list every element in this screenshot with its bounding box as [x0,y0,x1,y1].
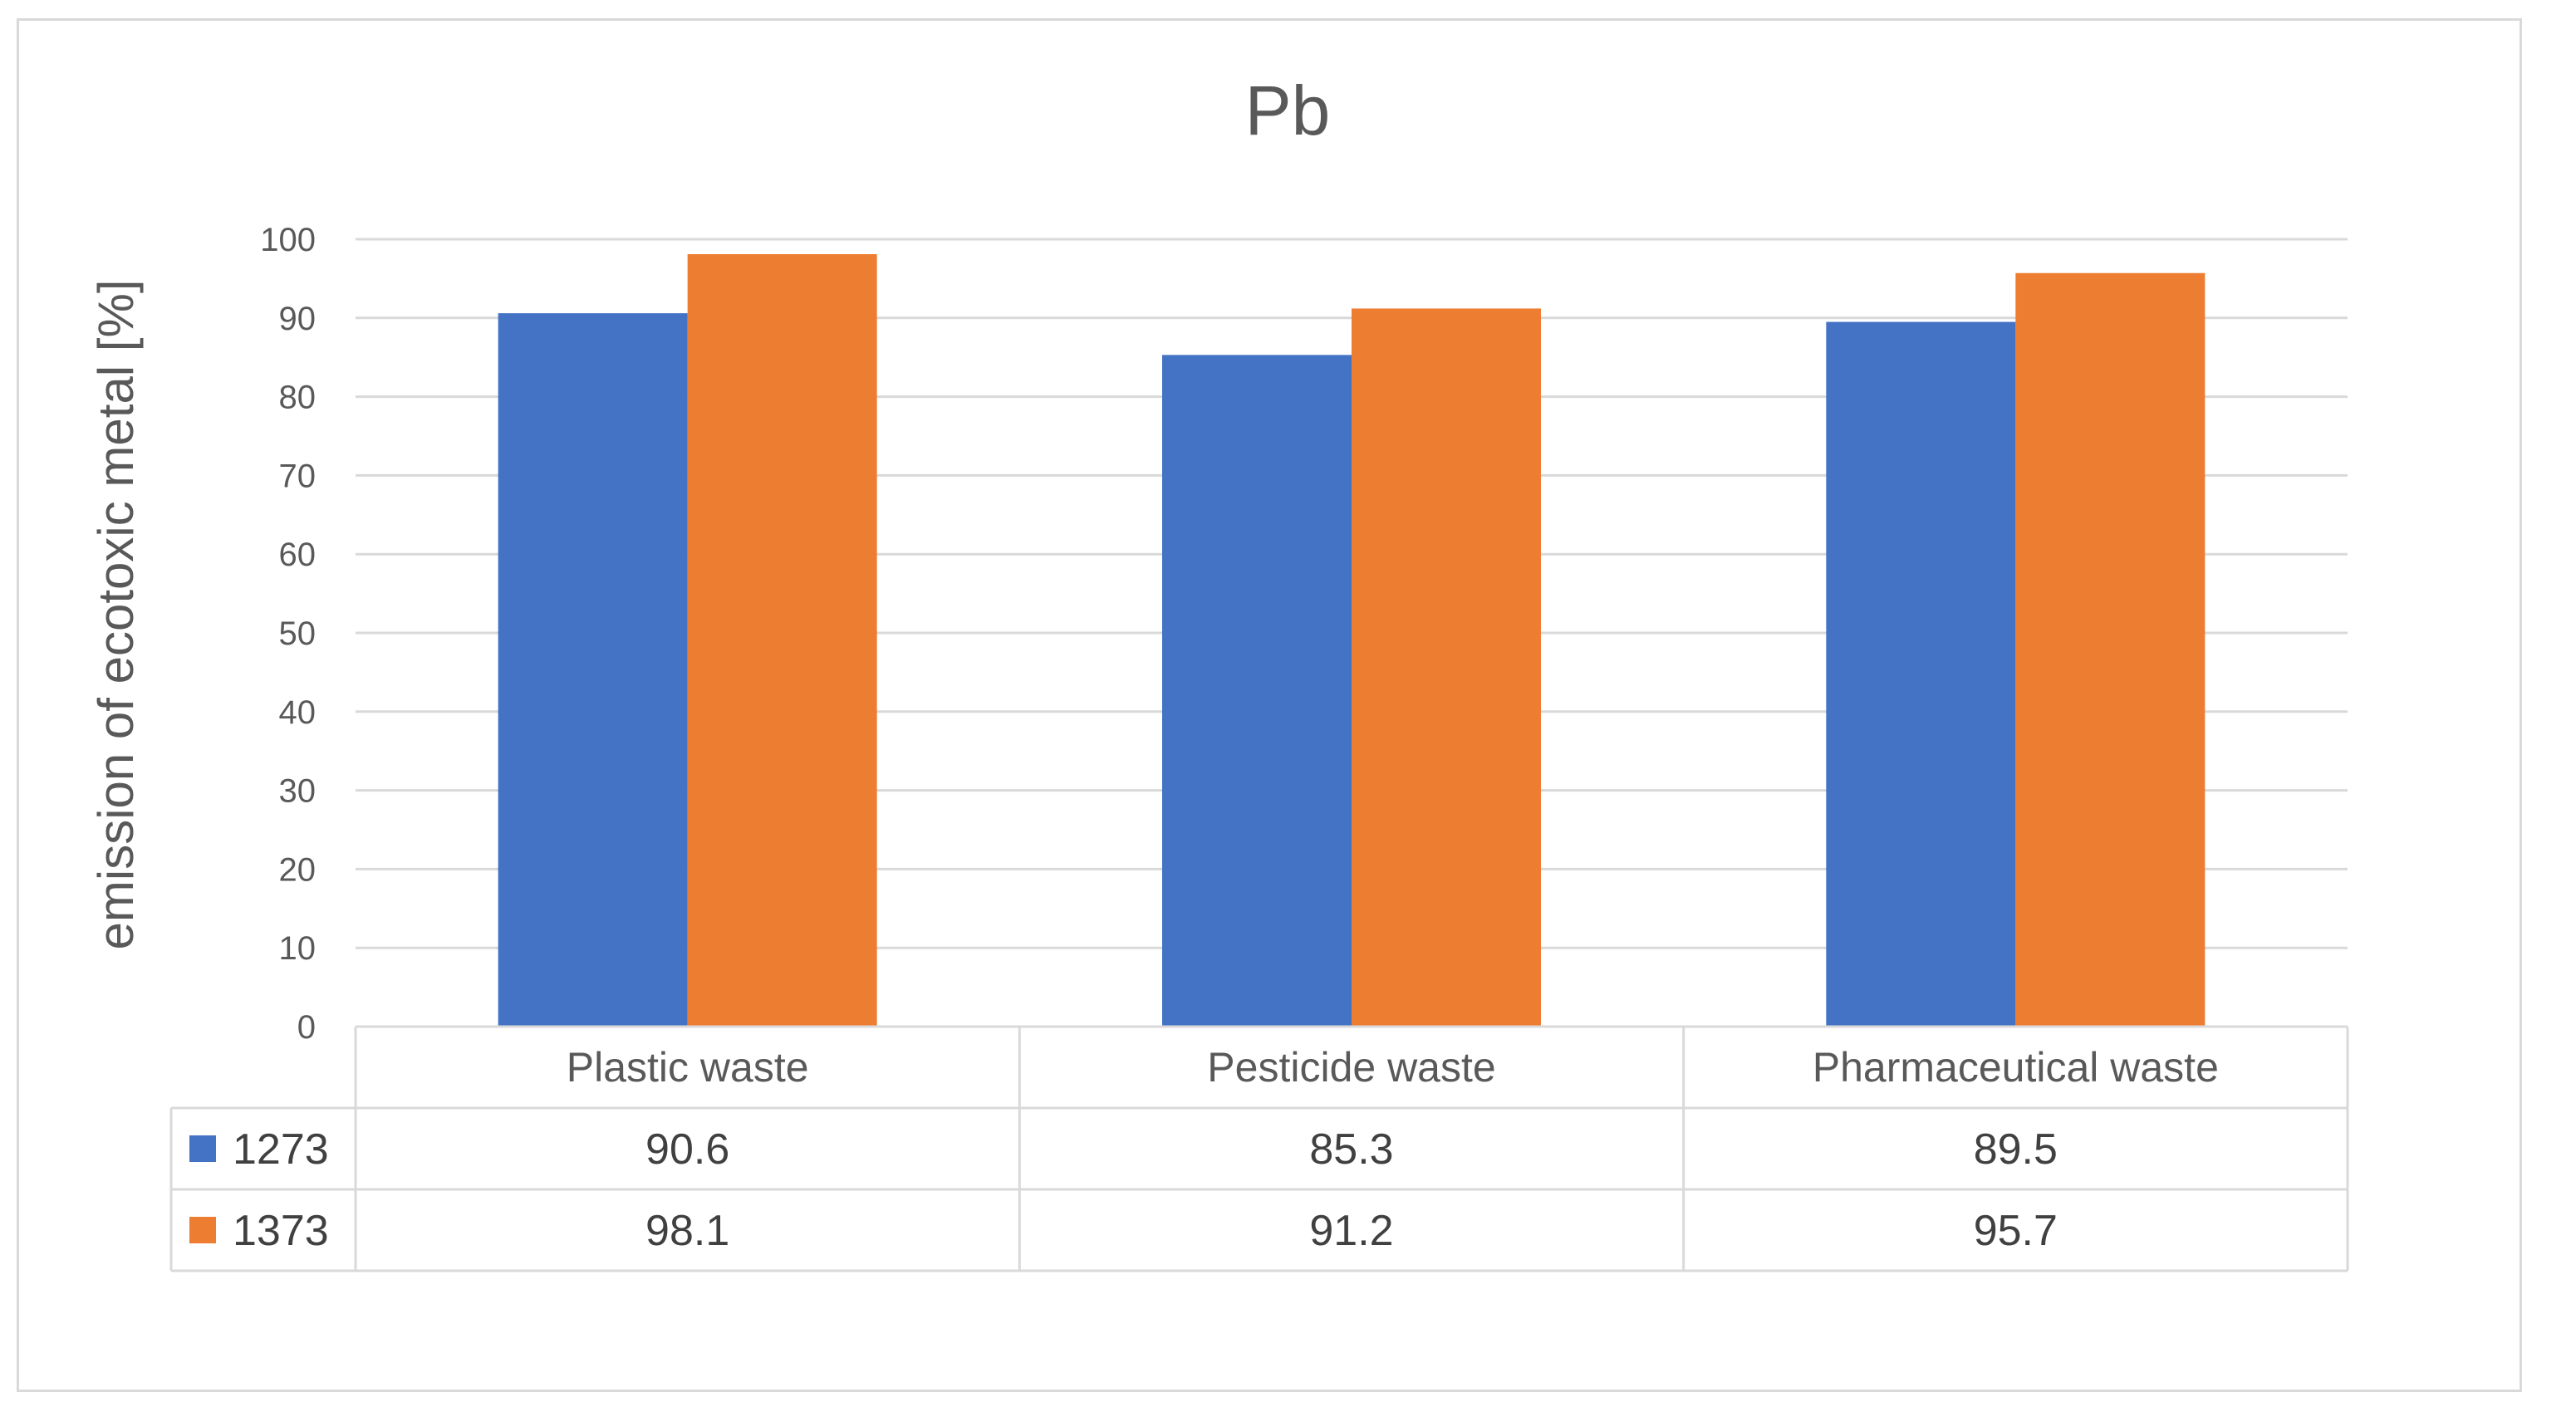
data-table: Plastic waste Pesticide waste Pharmaceutic… [169,1025,2349,1272]
y-tick-label: 60 [279,537,316,573]
chart-title: Pb [1245,71,1331,150]
y-tick-label: 30 [279,773,316,810]
bar-1373-1 [687,254,877,1027]
data-label: 98.1 [645,1207,729,1255]
legend-key-1273 [189,1135,216,1162]
y-tick-label: 90 [279,301,316,337]
bars [498,254,2206,1027]
series-label: 1373 [233,1207,329,1255]
legend-key-1373 [189,1217,216,1243]
y-axis-label: emission of ecotoxic metal [%] [88,280,144,950]
data-label: 90.6 [645,1125,729,1174]
data-label: 89.5 [1974,1125,2058,1174]
y-tick-labels: 0 10 20 30 40 50 60 70 80 90 100 [260,222,316,1046]
data-label: 95.7 [1974,1207,2058,1255]
y-tick-label: 50 [279,615,316,652]
data-label: 85.3 [1309,1125,1393,1174]
category-label: Pharmaceutical waste [1813,1044,2219,1091]
bar-1373-3 [2015,272,2206,1027]
data-label: 91.2 [1309,1207,1393,1255]
y-tick-label: 20 [279,851,316,888]
y-tick-label: 80 [279,380,316,416]
bar-1273-2 [1162,355,1352,1027]
bar-1373-2 [1352,308,1541,1027]
bar-1273-3 [1826,321,2016,1027]
series-label: 1273 [233,1125,329,1174]
y-tick-label: 100 [260,222,316,258]
y-tick-label: 0 [297,1009,316,1046]
y-tick-label: 40 [279,694,316,731]
category-label: Pesticide waste [1207,1044,1495,1091]
bar-1273-1 [498,313,688,1027]
category-label: Plastic waste [567,1044,809,1091]
y-tick-label: 70 [279,458,316,494]
y-tick-label: 10 [279,930,316,967]
